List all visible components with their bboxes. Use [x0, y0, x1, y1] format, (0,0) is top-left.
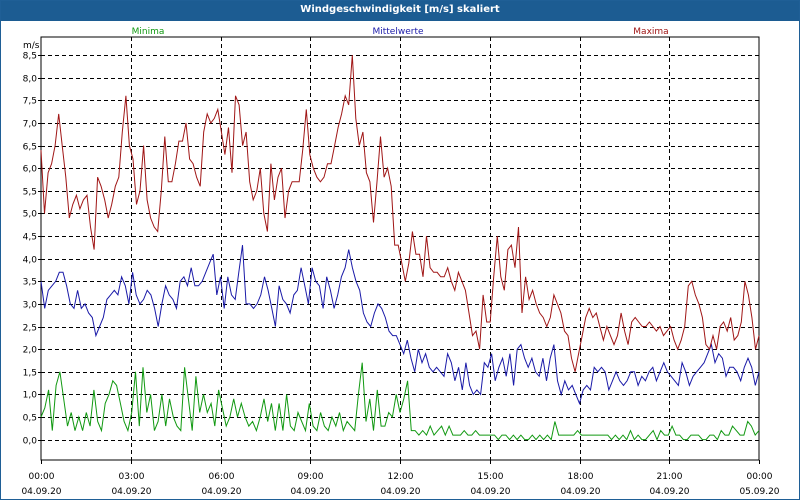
title-bar: Windgeschwindigkeit [m/s] skaliert	[1, 1, 799, 21]
x-tick-date-label: 04.09.20	[290, 487, 330, 497]
x-tick-date-label: 04.09.20	[201, 487, 241, 497]
series-line-maxima	[40, 55, 760, 372]
y-tick-label: 7,5	[23, 97, 37, 107]
legend-entry-maxima: Maxima	[633, 27, 668, 37]
grid	[40, 36, 760, 461]
x-tick-date-label: 04.09.20	[111, 487, 151, 497]
x-tick-time-label: 12:00	[388, 472, 414, 482]
y-tick-label: 8,0	[23, 75, 38, 85]
y-tick-label: 4,5	[23, 233, 37, 243]
series-lines	[40, 55, 760, 441]
series-line-minima	[40, 362, 760, 441]
y-tick-label: 2,5	[23, 324, 37, 334]
y-tick-label: 5,5	[23, 188, 37, 198]
y-tick-label: 6,0	[23, 165, 38, 175]
x-tick-date-label: 04.09.20	[470, 487, 510, 497]
x-tick-time-label: 15:00	[478, 472, 504, 482]
y-tick-label: 6,5	[23, 143, 37, 153]
x-tick-time-label: 09:00	[298, 472, 324, 482]
y-tick-label: 8,5	[23, 52, 37, 62]
series-line-mittelwerte	[40, 245, 760, 405]
y-tick-label: 0,5	[23, 414, 37, 424]
y-tick-label: 3,5	[23, 278, 37, 288]
x-tick-date-label: 04.09.20	[21, 487, 61, 497]
y-tick-label: 4,0	[23, 256, 38, 266]
y-tick-label: 7,0	[23, 120, 38, 130]
x-tick-date-label: 04.09.20	[649, 487, 689, 497]
x-tick-time-label: 18:00	[568, 472, 594, 482]
x-tick-date-label: 04.09.20	[560, 487, 600, 497]
legend: Minima Mittelwerte Maxima	[132, 27, 669, 37]
y-tick-label: 3,0	[23, 301, 38, 311]
x-tick-time-label: 21:00	[657, 472, 683, 482]
axes: 0,0 0,5 1,0 1,5 2,0 2,5 3,0 3,5 4,0 4,5 5,0 5,5 6,0 6…	[21, 41, 779, 497]
x-tick-date-label: 05.09.20	[739, 487, 779, 497]
x-tick-time-label: 06:00	[209, 472, 235, 482]
x-tick-time-label: 00:00	[747, 472, 773, 482]
chart-title: Windgeschwindigkeit [m/s] skaliert	[300, 4, 500, 15]
y-tick-label: 0,0	[23, 437, 38, 447]
y-tick-label: 1,5	[23, 369, 37, 379]
x-tick-date-label: 04.09.20	[380, 487, 420, 497]
x-tick-time-label: 00:00	[29, 472, 55, 482]
legend-entry-mittelwerte: Mittelwerte	[372, 27, 423, 37]
y-tick-label: 2,0	[23, 346, 38, 356]
legend-entry-minima: Minima	[132, 27, 165, 37]
x-tick-time-label: 03:00	[119, 472, 145, 482]
y-tick-label: 5,0	[23, 210, 38, 220]
y-tick-label: 1,0	[23, 391, 38, 401]
y-axis-unit-label: m/s	[23, 41, 40, 51]
